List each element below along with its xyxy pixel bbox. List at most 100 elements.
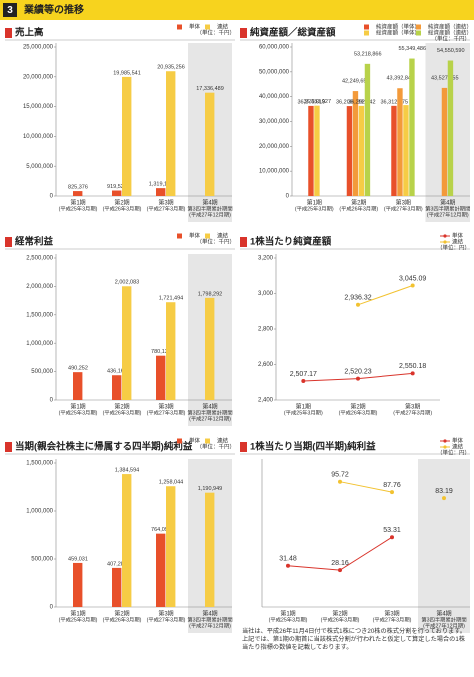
point [338,568,342,573]
x-tick-sublabel: 第3四半期累計期間 [187,408,232,416]
y-tick-label: 60,000,000 [259,45,290,51]
panel-title: 1株当たり純資産額 [250,236,332,248]
series-line [339,481,393,493]
x-tick-sublabel: (平成26年3月期) [103,408,142,416]
x-tick-sublabel: (平成26年3月期) [103,204,142,212]
x-tick-label: 第3期 [396,199,411,207]
panel-title: 純資産額／総資産額 [250,27,336,39]
x-tick-label: 第4期 [440,199,455,207]
x-tick-sublabel: 第3四半期累計期間 [187,204,232,212]
x-tick-sublabel: (平成27年3月期) [393,408,432,416]
value-label: 36,292,642 [348,99,376,105]
panel-title: 当期(親会社株主に帰属する四半期)純利益 [15,441,193,453]
legend-label: 純資産額（単体） [376,22,420,30]
bar [156,533,166,607]
legend-label: 連結 [217,436,229,444]
x-tick-sublabel: (平成25年3月期) [284,408,323,416]
header-title: 業績等の推移 [23,3,84,16]
value-label: 54,550,590 [437,48,465,54]
y-tick-label: 10,000,000 [259,169,290,175]
legend-swatch [364,24,369,30]
legend-swatch [177,24,182,30]
value-label: 764,095 [151,527,171,533]
point [410,283,415,288]
x-tick-sublabel: (平成25年3月期) [295,204,334,212]
value-label: 55,349,486 [398,46,426,52]
value-label: 919,529 [107,184,127,190]
y-tick-label: 3,000 [258,291,274,297]
legend-swatch [443,240,447,244]
x-tick-sublabel: (平成26年3月期) [321,615,360,623]
x-tick-sublabel: (平成25年3月期) [59,408,98,416]
value-label: 36,209,889 [336,100,364,106]
bar [409,58,415,197]
x-tick-label: 第1期 [280,610,295,618]
value-label: 2,520.23 [344,369,371,376]
y-tick-label: 500,000 [31,557,53,563]
x-tick-sublabel: 第3四半期累計期間 [187,615,232,623]
unit-label: （単位：円） [437,448,470,456]
y-tick-label: 0 [50,605,54,611]
x-tick-label: 第4期 [202,403,217,411]
header-number-box [3,3,17,17]
value-label: 28.16 [331,560,349,567]
unit-label: （単位：千円） [196,442,235,450]
x-tick-sublabel: (平成27年12月期) [189,210,231,218]
value-label: 2,507.17 [290,371,317,378]
panel-title: 売上高 [15,27,44,39]
legend-label: 単体 [452,436,464,444]
title-marker [240,28,247,38]
y-tick-label: 20,000,000 [259,144,290,150]
title-marker [5,28,12,38]
value-label: 31.48 [279,556,297,563]
bar [364,63,371,197]
value-label: 1,721,494 [159,296,183,302]
point [356,376,360,381]
legend-label: 純資産額（連結） [428,22,472,30]
value-label: 53,218,866 [354,51,382,57]
x-tick-label: 第2期 [114,610,129,618]
bar [205,297,215,400]
y-tick-label: 30,000,000 [259,119,290,125]
x-tick-sublabel: (平成27年12月期) [189,414,231,422]
value-label: 42,249,653 [342,79,370,85]
x-tick-label: 第3期 [405,403,420,411]
x-tick-sublabel: (平成27年3月期) [384,204,423,212]
legend-label: 単体 [189,22,201,30]
bar [397,88,403,196]
footnote: 当社は、平成26年11月4日付で株式1株につき20株の株式分割を行っております。… [242,628,466,651]
legend-label: 単体 [189,436,201,444]
bar [122,286,132,400]
panel-title: 経常利益 [15,236,54,248]
bar [122,76,132,196]
point [410,371,415,376]
bar [112,567,122,607]
bar [156,188,166,196]
value-label: 43,392,848 [386,76,414,82]
unit-label: （単位：千円） [196,28,235,36]
legend-swatch [443,445,447,449]
value-label: 1,798,292 [198,291,222,297]
x-tick-sublabel: (平成26年3月期) [339,408,378,416]
title-marker [240,442,247,452]
point [356,302,360,307]
legend-label: 連結 [452,237,464,245]
y-tick-label: 10,000,000 [23,134,54,140]
x-tick-label: 第3期 [158,403,173,411]
x-tick-sublabel: 第3四半期累計期間 [425,204,470,212]
x-tick-label: 第1期 [70,610,85,618]
value-label: 19,985,541 [113,70,141,76]
x-tick-sublabel: (平成27年3月期) [147,615,186,623]
legend-swatch [205,24,210,30]
legend-label: 総資産額（単体） [376,28,420,36]
legend-label: 連結 [452,442,464,450]
x-tick-label: 第1期 [296,403,311,411]
value-label: 43,527,155 [431,75,459,81]
bar [73,372,83,400]
x-tick-sublabel: (平成27年12月期) [423,621,465,629]
x-tick-label: 第2期 [114,199,129,207]
bar [308,105,314,196]
x-tick-label: 第2期 [114,403,129,411]
bar [447,60,454,197]
